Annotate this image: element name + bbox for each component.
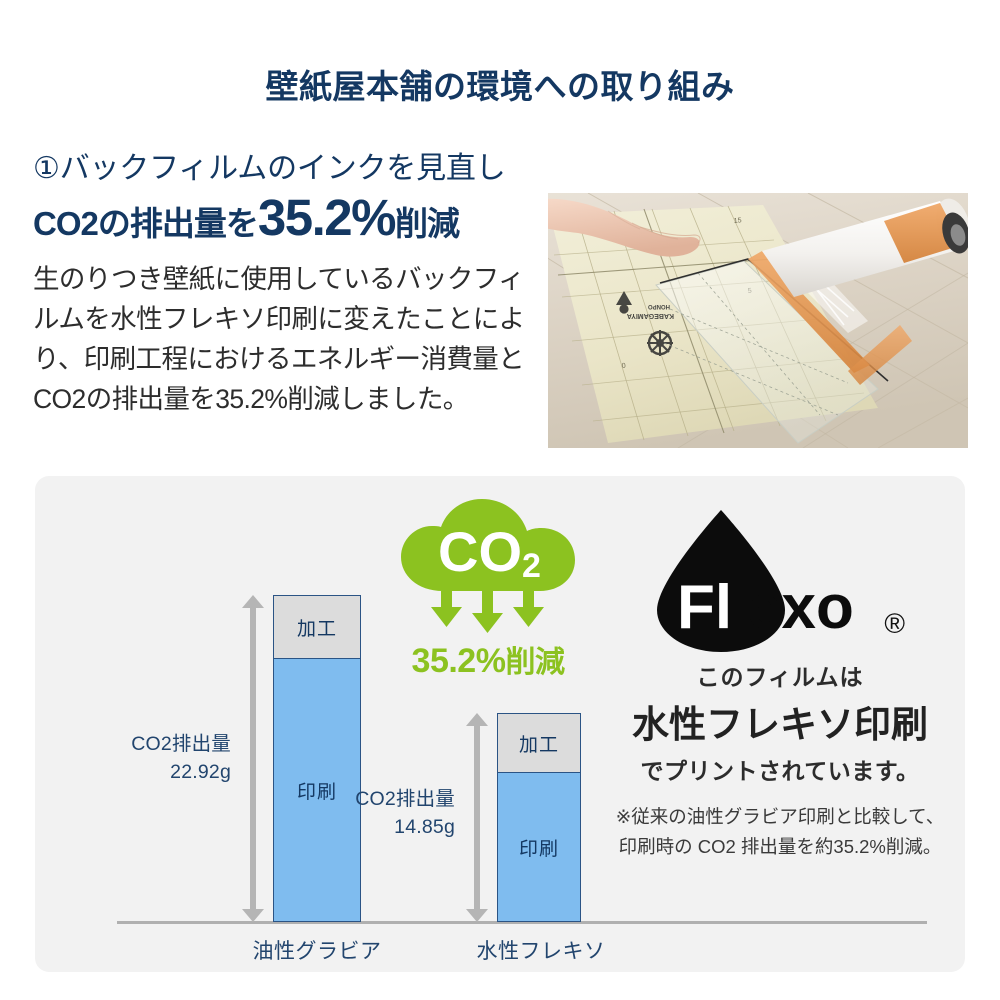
flexo-droplet-icon: Fl exo <box>657 510 854 652</box>
svg-text:0: 0 <box>621 363 626 370</box>
co2-reduction-text: 35.2%削減 <box>383 637 593 681</box>
bar-2-total-value: 14.85g <box>394 815 455 838</box>
intro-headline: CO2の排出量を35.2%削減 <box>33 192 545 243</box>
intro-headline-suffix: 削減 <box>394 204 460 242</box>
bar-2-total-caption: CO2排出量 <box>355 788 455 810</box>
flexo-logo: Fl exo ® <box>635 506 925 654</box>
comparison-panel: 加工 印刷 CO2排出量 22.92g 加工 印刷 CO2排出量 14.85g <box>35 476 965 972</box>
flexo-footnote-line-2: 印刷時の CO2 排出量を約35.2%削減。 <box>618 835 942 857</box>
bar-2-total-label: CO2排出量 14.85g <box>305 786 455 841</box>
intro-column: ①バックフィルムのインクを見直し CO2の排出量を35.2%削減 生のりつき壁紙… <box>33 150 545 420</box>
bar-1-total-label: CO2排出量 22.92g <box>81 731 231 786</box>
intro-headline-value: 35.2% <box>257 188 397 246</box>
bar-1-oil-gravure: 加工 印刷 <box>273 595 361 922</box>
bar-1-segment-kakou: 加工 <box>274 596 360 659</box>
arrow-shaft <box>250 606 256 911</box>
svg-text:15: 15 <box>733 217 742 225</box>
bar-1-measure-arrow <box>242 595 264 922</box>
arrow-down-head-icon <box>242 909 264 922</box>
co2-reduction-callout: CO2 35.2%削減 <box>383 499 593 681</box>
flexo-footnote-line-1: ※従来の油性グラビア印刷と比較して、 <box>615 806 945 827</box>
arrow-up-head-icon <box>466 713 488 726</box>
co2-cloud-icon: CO2 <box>401 499 575 633</box>
page-title: 壁紙屋本舗の環境への取り組み <box>265 68 735 105</box>
flexo-logo-text-white: Fl <box>677 573 732 642</box>
bar-1-total-caption: CO2排出量 <box>131 733 231 755</box>
arrow-shaft <box>474 724 480 911</box>
flexo-logo-text-black: exo <box>747 573 854 642</box>
bar-1-category-label: 油性グラビア <box>252 940 382 963</box>
bar-2-segment-kakou: 加工 <box>498 714 580 773</box>
arrow-up-head-icon <box>242 595 264 608</box>
svg-text:KABEGAMIYA: KABEGAMIYA <box>627 312 674 319</box>
photo-illustration: 15 10 5 0 KABEG <box>548 193 968 448</box>
flexo-line-2: 水性フレキソ印刷 <box>632 704 928 745</box>
arrow-down-head-icon <box>466 909 488 922</box>
bar-2-water-flexo: 加工 印刷 <box>497 713 581 922</box>
bar-1-segment-insatsu: 印刷 <box>274 659 360 921</box>
chart-baseline-axis <box>117 921 927 924</box>
bar-2-measure-arrow <box>466 713 488 922</box>
bar-2-segment-insatsu: 印刷 <box>498 773 580 921</box>
registered-trademark-icon: ® <box>884 608 905 639</box>
co2-bar-chart: 加工 印刷 CO2排出量 22.92g 加工 印刷 CO2排出量 14.85g <box>35 476 927 972</box>
bar-2-category-label: 水性フレキソ <box>476 940 606 963</box>
flexo-line-1: このフィルムは <box>696 664 864 690</box>
wallpaper-roll-photo: 15 10 5 0 KABEG <box>548 193 968 448</box>
intro-step-line: ①バックフィルムのインクを見直し <box>33 152 506 185</box>
bar-1-total-value: 22.92g <box>170 760 231 783</box>
flexo-certification-block: Fl exo ® このフィルムは 水性フレキソ印刷 でプリントされています。 ※… <box>595 506 965 862</box>
svg-text:HONPO: HONPO <box>648 303 670 309</box>
co2-reduction-value: 35.2% <box>411 642 506 680</box>
co2-reduction-suffix: 削減 <box>505 646 565 679</box>
flexo-footnote: ※従来の油性グラビア印刷と比較して、 印刷時の CO2 排出量を約35.2%削減… <box>595 802 965 862</box>
intro-headline-prefix: CO2の排出量を <box>33 204 259 242</box>
flexo-line-3: でプリントされています。 <box>640 758 920 784</box>
intro-body-text: 生のりつき壁紙に使用しているバックフィルムを水性フレキソ印刷に変えたことにより、… <box>33 263 525 415</box>
